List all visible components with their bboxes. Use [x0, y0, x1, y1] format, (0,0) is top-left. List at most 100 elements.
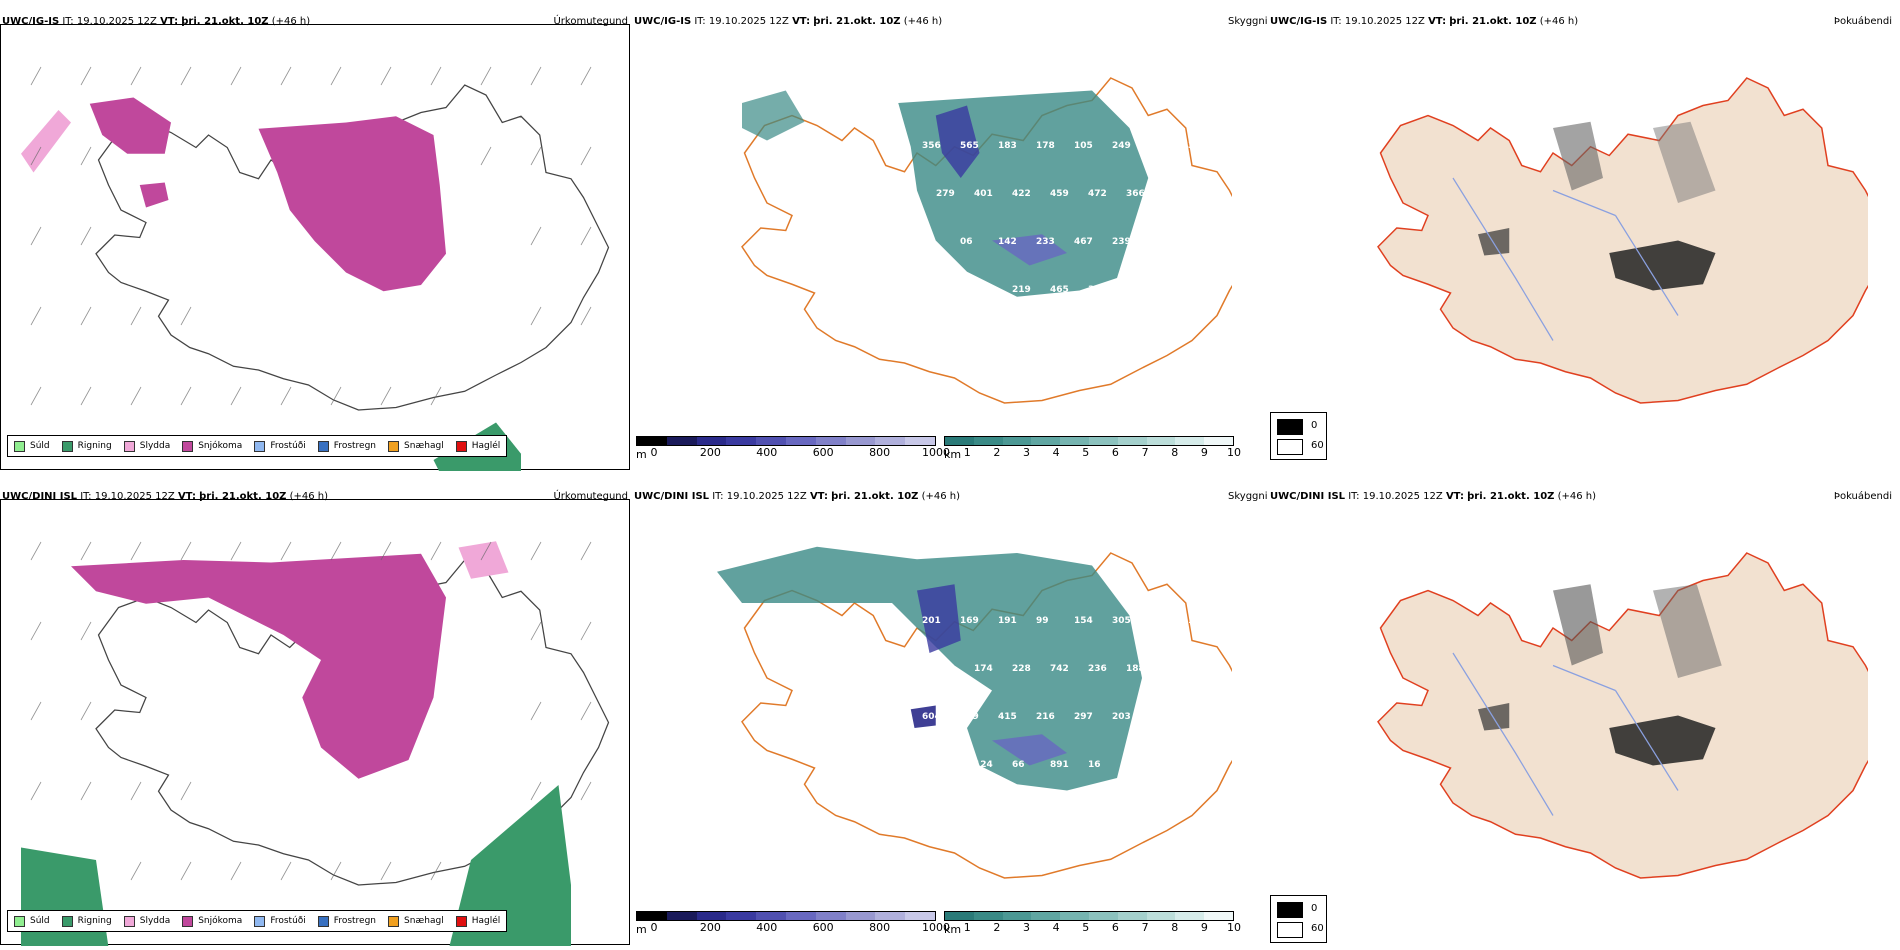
colorbar-segment: [1060, 912, 1089, 920]
colorbar-segment: [845, 912, 876, 920]
colorbar-segment: [1175, 912, 1205, 920]
ceiling-value-label: 142: [998, 237, 1017, 247]
ceiling-value-label: 174: [974, 664, 993, 674]
ceiling-value-label: 305: [1112, 616, 1131, 626]
ceiling-value-label: 236: [1088, 664, 1107, 674]
snow-area-nw: [89, 97, 171, 154]
legend-swatch: [455, 440, 467, 452]
legend-swatch: [123, 440, 135, 452]
legend-swatch: [14, 915, 25, 927]
legend-swatch: [254, 440, 266, 452]
ceiling-value-label: 742: [1050, 664, 1069, 674]
precip-legend: Súld Rigning Slydda Snjókoma Frostúði Fr…: [7, 910, 508, 932]
colorbar-segment: [637, 912, 667, 920]
sleet-area: [21, 110, 71, 173]
ceiling-value-label: 415: [998, 712, 1017, 722]
legend-swatch: [317, 440, 329, 452]
ceiling-colorbar: 0 200 400 600 800 1000: [636, 911, 950, 935]
ceiling-value-label: 124: [974, 760, 993, 770]
ceiling-value-label: 228: [1012, 664, 1031, 674]
colorbar-tick: 1000: [922, 446, 950, 459]
panel-title: Úrkomutegund: [553, 491, 628, 502]
ceiling-value-label: 16: [1088, 760, 1101, 770]
panel-title: Þokuábendi: [1833, 491, 1892, 502]
colorbar-tick: 600: [812, 921, 834, 934]
panel-title: Skyggni: [1228, 491, 1268, 502]
ceiling-value-label: 182: [1188, 237, 1207, 247]
ceiling-value-label: 117: [936, 760, 955, 770]
ceiling-value-label: 154: [1074, 616, 1093, 626]
ceiling-value-label: 401: [974, 189, 993, 199]
legend-swatch: [317, 915, 329, 927]
colorbar-segment: [945, 912, 974, 920]
colorbar-segment: [973, 912, 1003, 920]
ceiling-value-label: 234: [936, 285, 955, 295]
ceiling-value-label: 219: [1012, 285, 1031, 295]
colorbar-segment: [1088, 437, 1118, 445]
colorbar-segment: [945, 437, 974, 445]
panel-title: Úrkomutegund: [553, 16, 628, 27]
ceiling-unit: m: [636, 448, 647, 461]
fog-map: [1377, 552, 1868, 879]
ceiling-value-label: 297: [1074, 712, 1093, 722]
ceiling-value-label: 239: [1112, 237, 1131, 247]
colorbar-tick: 6: [1111, 446, 1119, 459]
ceiling-labels: 201 169 191 99 154 305 226 164 205 174 228 742 236 18…: [922, 616, 1221, 770]
ceiling-value-label: 203: [1112, 712, 1131, 722]
ceiling-value-label: 216: [1150, 237, 1169, 247]
ceiling-value-label: 164: [1188, 616, 1207, 626]
precip-type-panel-row2: UWC/DINI ISL IT: 19.10.2025 12Z VT: þri.…: [0, 483, 632, 949]
ceiling-colorbar: 0 200 400 600 800 1000: [636, 436, 950, 460]
colorbar-tick: 3: [1022, 446, 1030, 459]
colorbar-segment: [637, 437, 667, 445]
ceiling-value-label: 356: [922, 141, 941, 151]
legend-swatch: [455, 915, 467, 927]
ceiling-value-label: 279: [936, 189, 955, 199]
colorbar-tick: 10: [1227, 921, 1241, 934]
cloud-panel-row1: UWC/IG-IS IT: 19.10.2025 12Z VT: þri. 21…: [632, 8, 1272, 474]
ceiling-value-label: 189: [974, 285, 993, 295]
visibility-colorbar: 1 2 3 4 5 6 7 8 9 10: [944, 436, 1241, 460]
colorbar-tick: 200: [699, 921, 721, 934]
colorbar-segment: [1204, 437, 1233, 445]
legend-swatch: [182, 440, 194, 452]
fog-scale-legend: 0 60: [1270, 412, 1327, 460]
colorbar-segment: [756, 912, 786, 920]
colorbar-segment: [696, 912, 727, 920]
ceiling-value-label: 233: [1036, 237, 1055, 247]
colorbar-tick: 600: [812, 446, 834, 459]
ceiling-value-label: 121: [1202, 285, 1221, 295]
ceiling-value-label: 891: [1050, 760, 1069, 770]
colorbar-segment: [1002, 437, 1032, 445]
ceiling-value-label: 66: [1012, 760, 1025, 770]
colorbar-tick: 10: [1227, 446, 1241, 459]
colorbar-segment: [815, 912, 846, 920]
panel-header: UWC/IG-IS IT: 19.10.2025 12Z VT: þri. 21…: [1270, 16, 1579, 27]
map-frame: Súld Rigning Slydda Snjókoma Frostúði Fr…: [0, 499, 630, 946]
ceiling-value-label: 422: [1012, 189, 1031, 199]
colorbar-tick: 8: [1171, 921, 1179, 934]
panel-title: Þokuábendi: [1833, 16, 1892, 27]
precip-map: [21, 66, 610, 471]
ceiling-value-label: 467: [1074, 237, 1093, 247]
panel-header: UWC/DINI ISL IT: 19.10.2025 12Z VT: þri.…: [634, 491, 961, 502]
precip-map: [21, 541, 610, 946]
precip-legend: Súld Rigning Slydda Snjókoma Frostúði Fr…: [7, 435, 508, 457]
ceiling-value-label: 321: [1150, 141, 1169, 151]
fog-panel-row1: UWC/IG-IS IT: 19.10.2025 12Z VT: þri. 21…: [1268, 8, 1900, 474]
colorbar-tick: 3: [1022, 921, 1030, 934]
colorbar-tick: 800: [869, 446, 891, 459]
ceiling-value-label: 249: [1112, 141, 1131, 151]
ceiling-labels: 356 565 183 178 105 249 321 394 279 401 422 459 472 3…: [922, 141, 1221, 295]
visibility-unit: km: [944, 448, 962, 461]
colorbar-tick: 5: [1082, 921, 1090, 934]
ceiling-value-label: 459: [1050, 189, 1069, 199]
colorbar-segment: [1117, 437, 1147, 445]
precip-type-panel-row1: UWC/IG-IS IT: 19.10.2025 12Z VT: þri. 21…: [0, 8, 632, 474]
colorbar-tick: 2: [993, 921, 1001, 934]
colorbar-segment: [1146, 912, 1176, 920]
legend-swatch: [61, 915, 73, 927]
colorbar-segment: [666, 437, 697, 445]
colorbar-segment: [1031, 912, 1061, 920]
snow-area-w: [139, 182, 169, 208]
